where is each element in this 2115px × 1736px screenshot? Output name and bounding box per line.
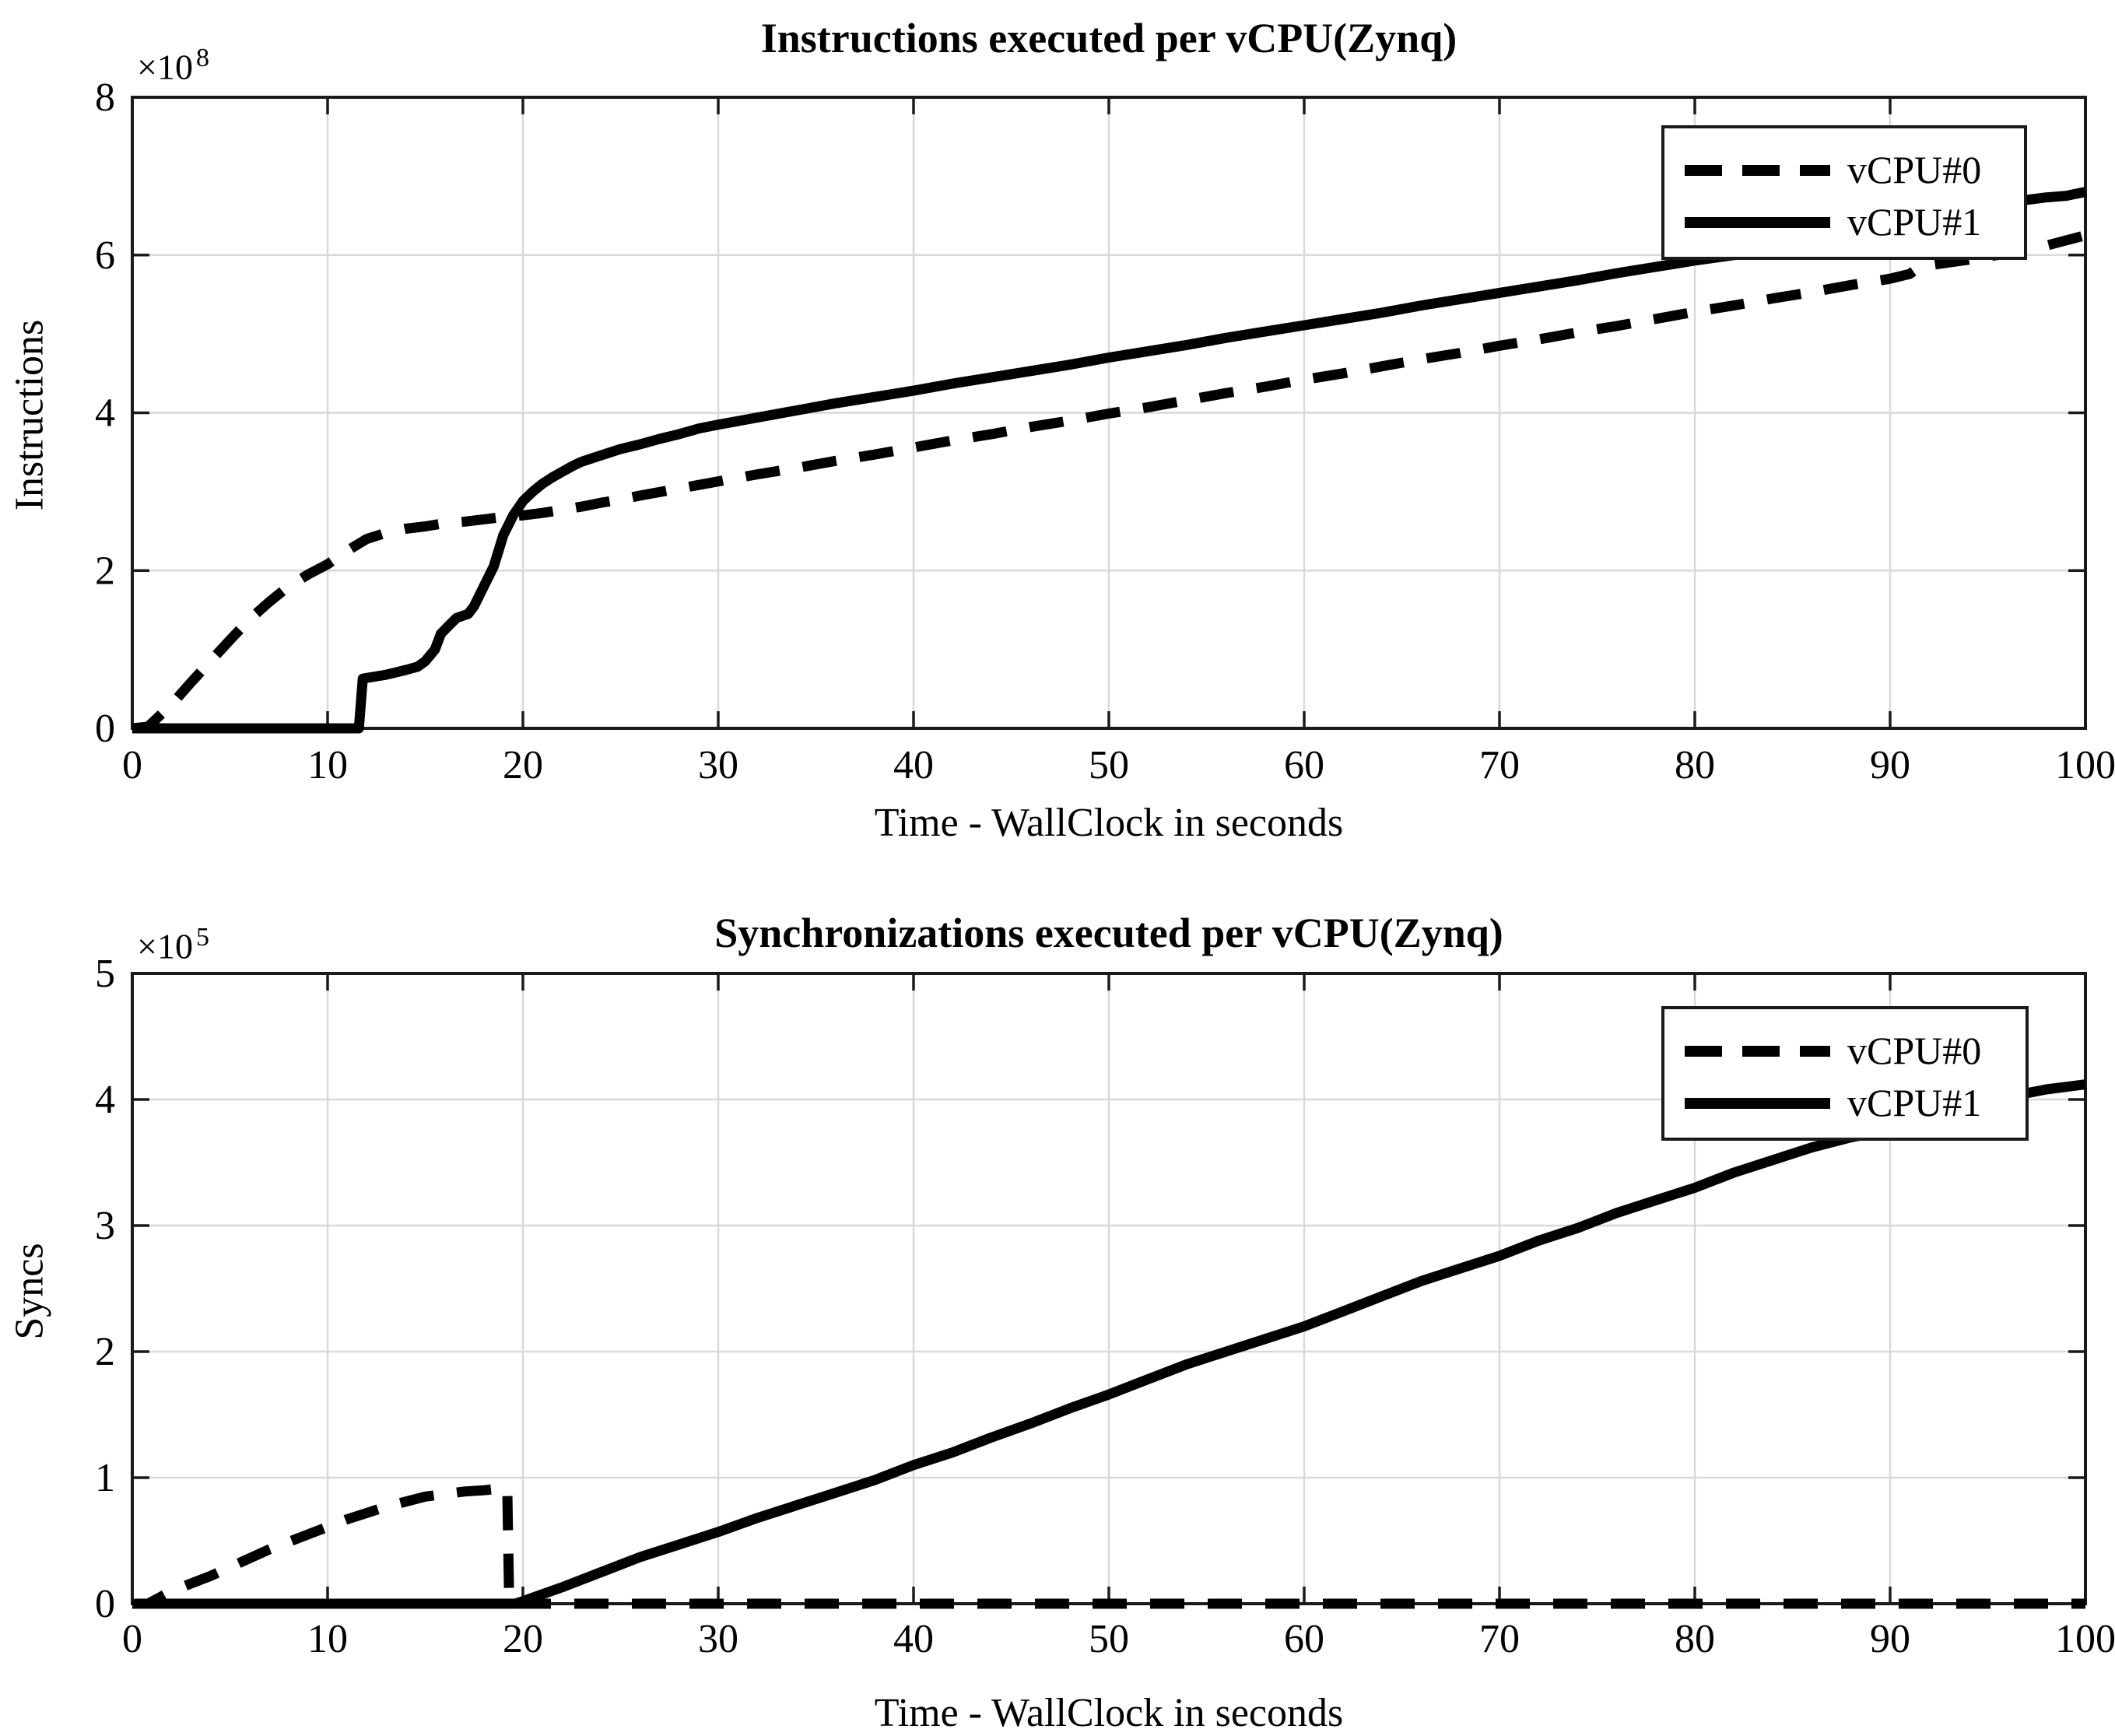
- chart1-x-tick-label: 50: [1089, 743, 1129, 787]
- chart2-x-tick-label: 90: [1870, 1617, 1910, 1661]
- chart2-multiplier-base: ×10: [137, 926, 193, 966]
- chart2-y-tick-label: 0: [95, 1582, 115, 1626]
- chart2-multiplier-exponent: 5: [195, 923, 209, 952]
- chart1-y-tick-label: 0: [95, 707, 115, 751]
- chart1-x-tick-label: 40: [893, 743, 934, 787]
- chart2-legend-label-vcpu1: vCPU#1: [1847, 1081, 1981, 1124]
- chart1-y-tick-label: 8: [95, 75, 115, 120]
- chart1-y-tick-label: 2: [95, 549, 115, 593]
- chart2-y-axis-multiplier: ×10 5: [137, 923, 209, 966]
- chart2-x-tick-label: 50: [1089, 1617, 1129, 1661]
- chart2-x-tick-label: 0: [122, 1617, 142, 1661]
- chart2-legend-label-vcpu0: vCPU#0: [1847, 1029, 1981, 1072]
- chart2-x-tick-label: 80: [1675, 1617, 1715, 1661]
- chart2-x-tick-label: 60: [1284, 1617, 1324, 1661]
- chart1-x-tick-label: 90: [1870, 743, 1910, 787]
- chart2-y-tick-label: 2: [95, 1330, 115, 1374]
- chart1-legend-box: [1661, 125, 2027, 260]
- chart2-x-tick-label: 10: [307, 1617, 348, 1661]
- chart2-legend-box: [1661, 1006, 2029, 1141]
- chart2-xlabel: Time - WallClock in seconds: [874, 1691, 1344, 1735]
- chart2-x-tick-label: 20: [503, 1617, 543, 1661]
- chart2-x-tick-label: 100: [2055, 1617, 2115, 1661]
- chart2-x-tick-label: 70: [1479, 1617, 1520, 1661]
- chart1-legend-label-vcpu1: vCPU#1: [1847, 200, 1981, 244]
- chart2-title: Synchronizations executed per vCPU(Zynq): [714, 910, 1503, 956]
- chart2-y-tick-label: 1: [95, 1456, 115, 1500]
- chart1-x-tick-label: 60: [1284, 743, 1324, 787]
- chart1-multiplier-exponent: 8: [195, 44, 209, 72]
- chart1-title: Instructions executed per vCPU(Zynq): [760, 15, 1457, 61]
- chart2-series-vcpu0: [132, 1484, 2085, 1609]
- chart2-y-tick-label: 3: [95, 1204, 115, 1248]
- chart2-ylabel: Syncs: [7, 1243, 52, 1340]
- chart1-x-tick-label: 80: [1675, 743, 1715, 787]
- chart1-xlabel: Time - WallClock in seconds: [874, 801, 1344, 845]
- chart1-series-vcpu0: [132, 230, 2087, 734]
- chart2-x-tick-label: 40: [893, 1617, 934, 1661]
- chart2-x-tick-label: 30: [698, 1617, 738, 1661]
- chart1-x-tick-label: 0: [122, 743, 142, 787]
- chart1-x-tick-label: 30: [698, 743, 738, 787]
- chart1-x-tick-label: 10: [307, 743, 348, 787]
- chart1-y-axis-multiplier: ×10 8: [137, 44, 209, 87]
- chart2-y-tick-label: 5: [95, 952, 115, 996]
- chart1-x-tick-label: 70: [1479, 743, 1520, 787]
- chart1-multiplier-base: ×10: [137, 47, 193, 87]
- chart2-y-tick-label: 4: [95, 1078, 115, 1122]
- chart1-x-tick-label: 100: [2055, 743, 2115, 787]
- chart1-legend-label-vcpu0: vCPU#0: [1847, 148, 1981, 191]
- chart1-y-tick-label: 6: [95, 233, 115, 278]
- chart1-y-tick-label: 4: [95, 391, 115, 436]
- chart1-x-tick-label: 20: [503, 743, 543, 787]
- chart1-ylabel: Instructions: [7, 319, 52, 511]
